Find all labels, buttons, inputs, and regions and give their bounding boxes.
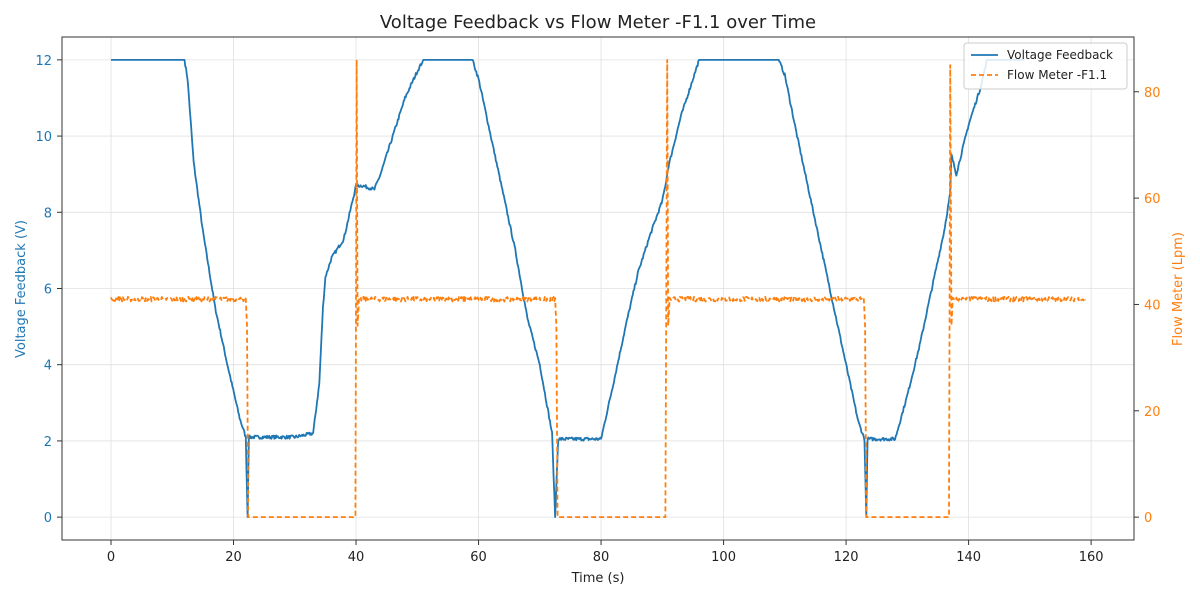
series-flow-meter-line [110,58,1086,519]
legend-box [963,42,1128,90]
x-tick-label: 20 [225,550,242,565]
legend-label-flow: Flow Meter -F1.1 [1007,68,1107,82]
legend: Voltage Feedback Flow Meter -F1.1 [963,42,1128,90]
chart-title: Voltage Feedback vs Flow Meter -F1.1 ove… [380,12,816,33]
y-axis-right: 0 20 40 60 80 [1134,86,1161,526]
x-tick-label: 40 [348,550,365,565]
x-tick-label: 100 [711,550,736,565]
x-tick-label: 120 [834,550,859,565]
x-tick-label: 160 [1079,550,1104,565]
y-axis-left: 0 2 4 6 8 10 12 [35,54,62,526]
y-left-tick-label: 12 [35,54,52,69]
y-right-tick-label: 80 [1144,86,1161,101]
series-group [110,58,1086,519]
y-left-tick-label: 10 [35,130,52,145]
x-tick-label: 60 [470,550,487,565]
y-left-tick-label: 2 [44,435,52,450]
y-axis-left-label: Voltage Feedback (V) [14,220,29,358]
y-left-tick-label: 6 [44,283,52,298]
y-right-tick-label: 0 [1144,511,1152,526]
x-axis: 0 20 40 60 80 100 120 140 160 [107,540,1104,565]
series-voltage-feedback-line [110,58,1024,519]
x-tick-label: 140 [956,550,981,565]
y-right-tick-label: 40 [1144,298,1161,313]
x-tick-label: 80 [593,550,610,565]
y-left-tick-label: 4 [44,359,52,374]
y-left-tick-label: 8 [44,206,52,221]
legend-label-voltage: Voltage Feedback [1007,48,1113,62]
x-tick-label: 0 [107,550,115,565]
y-left-tick-label: 0 [44,511,52,526]
y-right-tick-label: 20 [1144,405,1161,420]
y-axis-right-label: Flow Meter (Lpm) [1171,232,1186,346]
x-axis-label: Time (s) [571,571,625,586]
y-right-tick-label: 60 [1144,192,1161,207]
